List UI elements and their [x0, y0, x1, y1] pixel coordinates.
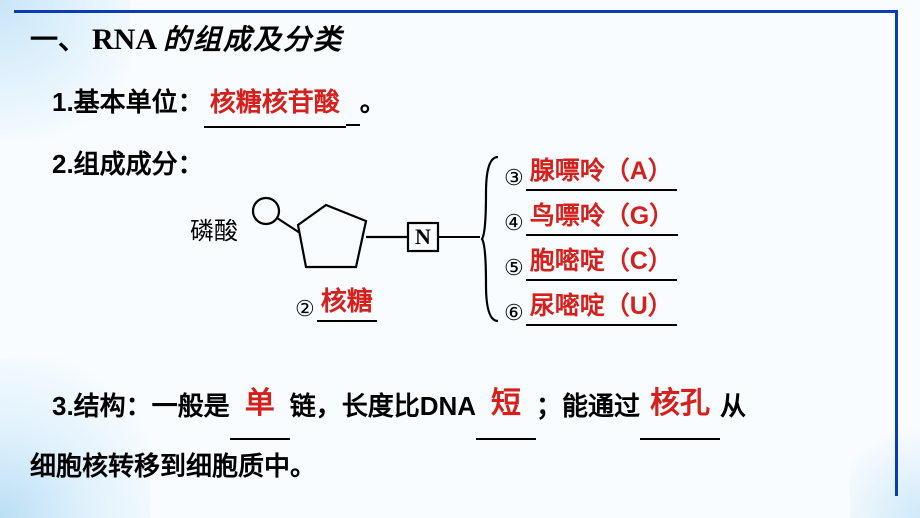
- sugar-label: ② 核糖: [295, 281, 377, 322]
- l3-p2: 链，长度比DNA: [290, 391, 476, 421]
- nucleotide-diagram: 磷酸 N ② 核糖 ③ 腺嘌呤（A） ④: [190, 153, 790, 328]
- line-structure-cont: 细胞核转移到细胞质中。: [30, 440, 884, 492]
- l3-b1: 单: [230, 376, 290, 440]
- phosphate-label: 磷酸: [190, 211, 238, 246]
- base-row: ⑥ 尿嘧啶（U）: [504, 286, 678, 326]
- base-num: ④: [504, 210, 524, 236]
- line1-suffix: 。: [360, 87, 386, 117]
- base-num: ⑤: [504, 255, 524, 281]
- title-text: 的组成及分类: [163, 18, 343, 58]
- base-row: ③ 腺嘌呤（A）: [504, 151, 678, 191]
- frame-top-line: [14, 10, 898, 13]
- slide-content: 一、 RNA 的组成及分类 1.基本单位：核糖核苷酸 。 2.组成成分： 磷酸 …: [30, 18, 884, 498]
- sugar-text: 核糖: [317, 281, 377, 322]
- base-row: ⑤ 胞嘧啶（C）: [504, 241, 678, 281]
- base-text: 腺嘌呤（A）: [526, 151, 677, 191]
- n-box-label: N: [415, 224, 431, 249]
- nucleotide-structure-icon: N: [248, 175, 488, 290]
- base-text: 尿嘧啶（U）: [526, 286, 677, 326]
- base-num: ⑥: [504, 300, 524, 326]
- base-text: 鸟嘌呤（G）: [526, 196, 678, 236]
- l3-b2: 短: [476, 376, 536, 440]
- title-number: 一、: [30, 18, 86, 58]
- line1-blank: 核糖核苷酸: [204, 80, 346, 128]
- l3-p5: 细胞核转移到细胞质中。: [30, 451, 316, 481]
- brace-icon: [480, 153, 502, 325]
- line-structure: 3.结构：一般是单链，长度比DNA短；能通过核孔从: [52, 376, 884, 440]
- line1-prefix: 1.基本单位：: [52, 87, 204, 117]
- l3-b3: 核孔: [640, 376, 720, 440]
- frame-right-line: [895, 10, 898, 496]
- l3-p3: ；能通过: [536, 391, 640, 421]
- base-list: ③ 腺嘌呤（A） ④ 鸟嘌呤（G） ⑤ 胞嘧啶（C） ⑥ 尿嘧啶（U）: [504, 151, 678, 326]
- l3-p1: 3.结构：一般是: [52, 391, 230, 421]
- section-title: 一、 RNA 的组成及分类: [30, 18, 884, 58]
- l3-p4: 从: [720, 391, 746, 421]
- title-rna: RNA: [92, 23, 157, 57]
- base-text: 胞嘧啶（C）: [526, 241, 677, 281]
- line2-text: 2.组成成分：: [52, 149, 204, 179]
- base-num: ③: [504, 165, 524, 191]
- line-basic-unit: 1.基本单位：核糖核苷酸 。: [52, 80, 884, 128]
- base-row: ④ 鸟嘌呤（G）: [504, 196, 678, 236]
- sugar-num: ②: [295, 296, 315, 322]
